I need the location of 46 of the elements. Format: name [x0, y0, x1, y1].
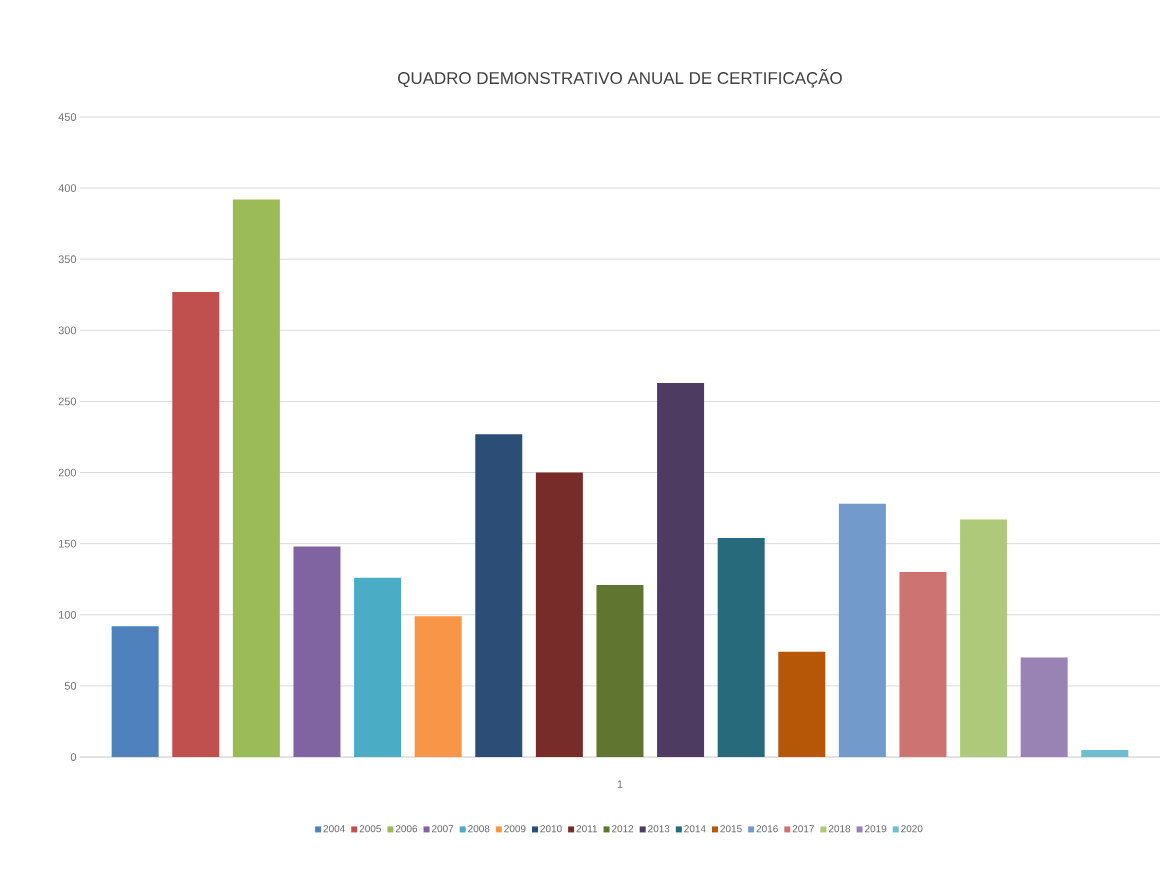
legend-label: 2006: [395, 825, 418, 833]
bar: [414, 616, 462, 757]
bar: [657, 382, 705, 757]
legend-label: 2009: [504, 825, 526, 833]
legend-label: 2007: [432, 825, 454, 833]
y-tick-label: 150: [59, 539, 77, 548]
legend-label: 2017: [792, 825, 814, 833]
legend-label: 2012: [612, 825, 634, 833]
y-tick-label: 450: [58, 113, 77, 121]
bar: [354, 577, 402, 757]
bar: [596, 584, 644, 757]
chart-title: QUADRO DEMONSTRATIVO ANUAL DE CERTIFICAÇÃO: [398, 69, 842, 88]
bar: [717, 537, 765, 757]
bar: [778, 651, 826, 757]
legend-label: 2018: [828, 825, 851, 833]
bar: [535, 472, 583, 757]
bar: [838, 503, 886, 757]
bar: [172, 291, 220, 757]
legend-label: 2013: [648, 825, 670, 833]
y-tick-label: 300: [58, 326, 77, 335]
legend-label: 2020: [901, 825, 923, 833]
legend-label: 2008: [468, 825, 490, 833]
bar: [475, 434, 523, 757]
y-tick-label: 400: [58, 184, 77, 192]
y-tick-label: 250: [58, 397, 77, 406]
bar: [960, 519, 1008, 757]
legend-label: 2016: [756, 825, 778, 833]
bar: [1020, 657, 1068, 757]
y-tick-label: 200: [58, 468, 77, 477]
legend-label: 2011: [576, 825, 598, 833]
bar: [293, 546, 341, 757]
bar: [899, 572, 947, 757]
x-tick-label: 1: [617, 780, 623, 789]
legend-label: 2015: [720, 825, 742, 833]
legend-label: 2005: [359, 825, 381, 833]
legend-label: 2004: [323, 825, 345, 833]
y-tick-label: 50: [64, 682, 77, 690]
legend-label: 2014: [684, 825, 706, 833]
bar: [111, 626, 159, 757]
legend-label: 2019: [865, 825, 887, 833]
legend-label: 2010: [540, 825, 562, 833]
bar: [1081, 749, 1129, 757]
y-tick-label: 350: [58, 255, 77, 264]
y-tick-label: 0: [70, 753, 77, 761]
bar: [232, 199, 280, 757]
y-tick-label: 100: [59, 610, 77, 619]
